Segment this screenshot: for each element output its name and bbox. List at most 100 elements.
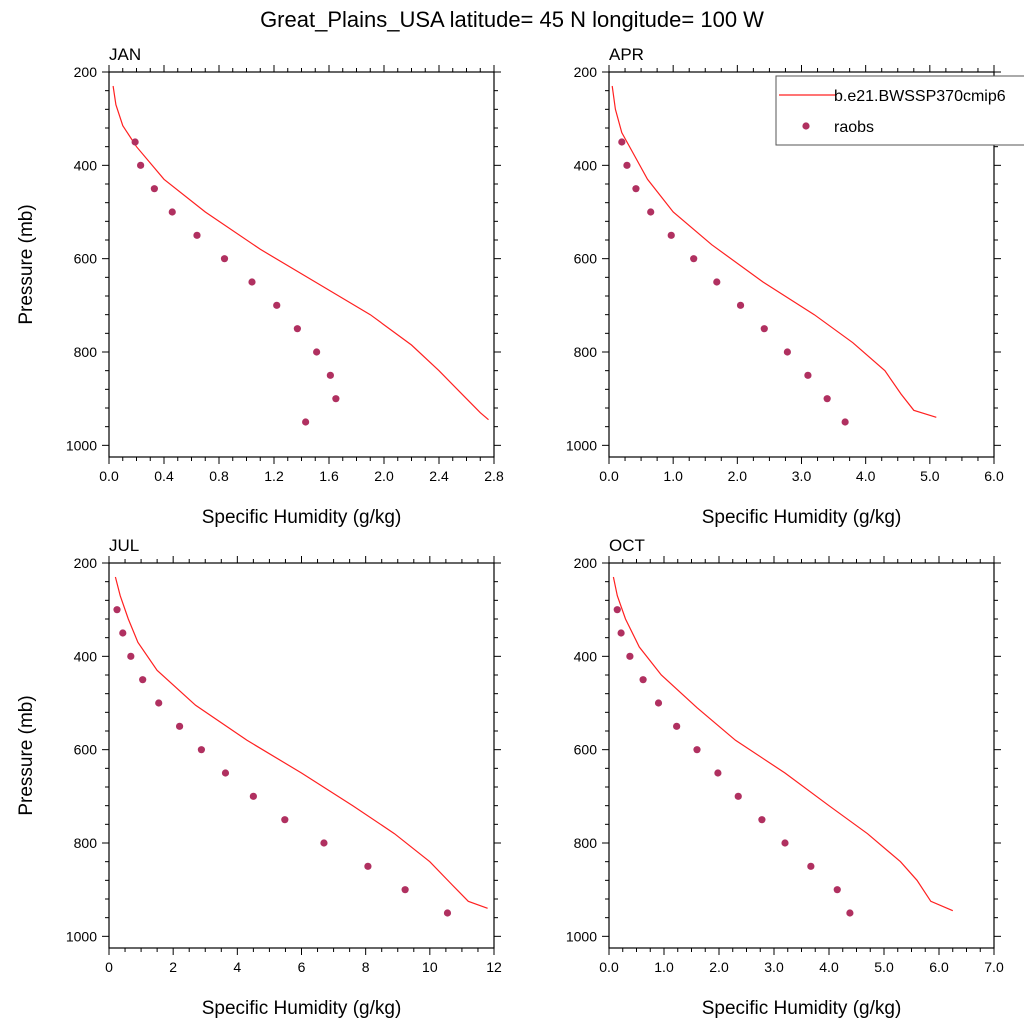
raobs-point — [326, 371, 334, 379]
x-tick-label: 6.0 — [984, 468, 1004, 484]
raobs-point — [833, 886, 841, 894]
raobs-point — [639, 676, 647, 684]
x-axis-title: Specific Humidity (g/kg) — [202, 998, 402, 1019]
x-tick-label: 1.6 — [319, 468, 339, 484]
y-tick-label: 600 — [74, 742, 98, 758]
legend-box — [775, 75, 1024, 146]
y-tick-label: 1000 — [566, 437, 597, 453]
raobs-point — [626, 652, 634, 660]
raobs-point — [647, 208, 655, 216]
x-axis-title: Specific Humidity (g/kg) — [702, 998, 902, 1019]
y-tick-label: 600 — [574, 742, 598, 758]
raobs-point — [623, 161, 631, 169]
x-tick-label: 2.0 — [709, 959, 729, 975]
raobs-point — [113, 606, 121, 614]
series-line-model — [114, 576, 488, 909]
raobs-point — [804, 371, 812, 379]
x-tick-label: 5.0 — [874, 959, 894, 975]
raobs-point — [249, 792, 257, 800]
plot-frame — [108, 71, 495, 458]
panel-label: JAN — [109, 45, 141, 64]
x-tick-label: 0.0 — [99, 468, 119, 484]
x-axis-title: Specific Humidity (g/kg) — [202, 507, 402, 528]
x-tick-label: 3.0 — [764, 959, 784, 975]
x-tick-label: 1.0 — [654, 959, 674, 975]
y-tick-label: 1000 — [66, 928, 97, 944]
raobs-point — [293, 325, 301, 333]
raobs-point — [632, 185, 640, 193]
y-tick-label: 600 — [74, 251, 98, 267]
x-tick-label: 6 — [298, 959, 306, 975]
raobs-point — [613, 606, 621, 614]
y-tick-label: 600 — [574, 251, 598, 267]
legend: b.e21.BWSSP370cmip6 raobs — [775, 75, 1024, 146]
raobs-point — [193, 231, 201, 239]
raobs-point — [313, 348, 321, 356]
x-tick-label: 2.4 — [429, 468, 449, 484]
legend-dot-marker — [802, 122, 810, 130]
panel-jan: JAN 0.0 0.4 0.8 1.2 1.6 2.0 2.4 2.8 200 400 600 800 1… — [16, 45, 504, 528]
raobs-point — [320, 839, 328, 847]
raobs-point — [168, 208, 176, 216]
raobs-point — [155, 699, 163, 707]
x-tick-label: 2.8 — [484, 468, 504, 484]
raobs-point — [127, 652, 135, 660]
x-tick-label: 2 — [169, 959, 177, 975]
x-tick-label: 8 — [362, 959, 370, 975]
y-tick-label: 400 — [574, 648, 598, 664]
raobs-point — [137, 161, 145, 169]
raobs-point — [197, 746, 205, 754]
y-tick-label: 200 — [574, 64, 598, 80]
raobs-point — [220, 255, 229, 263]
raobs-point — [221, 769, 230, 777]
x-tick-label: 4.0 — [856, 468, 876, 484]
y-tick-label: 800 — [574, 344, 598, 360]
raobs-point — [807, 862, 815, 870]
x-tick-label: 7.0 — [984, 959, 1004, 975]
x-tick-label: 0 — [105, 959, 113, 975]
panels: JAN 0.0 0.4 0.8 1.2 1.6 2.0 2.4 2.8 200 400 600 800 1… — [16, 45, 1004, 1019]
x-tick-label: 0.4 — [154, 468, 174, 484]
y-tick-label: 200 — [74, 555, 98, 571]
x-axis-title: Specific Humidity (g/kg) — [702, 507, 902, 528]
raobs-point — [302, 418, 310, 426]
raobs-point — [443, 909, 452, 917]
raobs-point — [175, 722, 184, 730]
x-tick-label: 0.8 — [209, 468, 229, 484]
figure-title: Great_Plains_USA latitude= 45 N longitud… — [260, 7, 764, 32]
x-tick-label: 6.0 — [929, 959, 949, 975]
raobs-point — [841, 418, 849, 426]
panel-jul: JUL 0 2 4 6 8 10 12 200 400 600 800 1000 Specific Hum… — [16, 536, 502, 1019]
panel-apr: APR 0.0 1.0 2.0 3.0 4.0 5.0 6.0 200 400 600 800 1000… — [566, 45, 1004, 528]
raobs-point — [846, 909, 854, 917]
raobs-point — [714, 769, 722, 777]
panel-label: JUL — [109, 536, 139, 555]
raobs-point — [760, 325, 768, 333]
raobs-point — [119, 629, 127, 637]
panel-oct: OCT 0.0 1.0 2.0 3.0 4.0 5.0 6.0 7.0 200 400 600 800 1… — [566, 536, 1004, 1019]
raobs-point — [734, 792, 742, 800]
panel-label: APR — [609, 45, 644, 64]
y-tick-label: 800 — [74, 835, 98, 851]
x-tick-label: 4 — [233, 959, 241, 975]
plot-frame — [108, 562, 495, 949]
x-tick-label: 0.0 — [599, 959, 619, 975]
y-tick-label: 200 — [574, 555, 598, 571]
raobs-point — [248, 278, 256, 286]
x-tick-label: 2.0 — [374, 468, 394, 484]
raobs-point — [781, 839, 789, 847]
legend-label-model: b.e21.BWSSP370cmip6 — [834, 88, 1006, 105]
x-tick-label: 10 — [422, 959, 438, 975]
x-tick-label: 12 — [486, 959, 502, 975]
raobs-point — [713, 278, 721, 286]
raobs-point — [758, 816, 766, 824]
series-line-model — [612, 576, 954, 912]
raobs-point — [736, 301, 745, 309]
raobs-point — [673, 722, 681, 730]
raobs-point — [150, 185, 158, 193]
y-tick-label: 1000 — [566, 928, 597, 944]
x-tick-label: 4.0 — [819, 959, 839, 975]
y-tick-label: 200 — [74, 64, 98, 80]
y-tick-label: 400 — [74, 648, 98, 664]
x-tick-label: 1.0 — [663, 468, 683, 484]
